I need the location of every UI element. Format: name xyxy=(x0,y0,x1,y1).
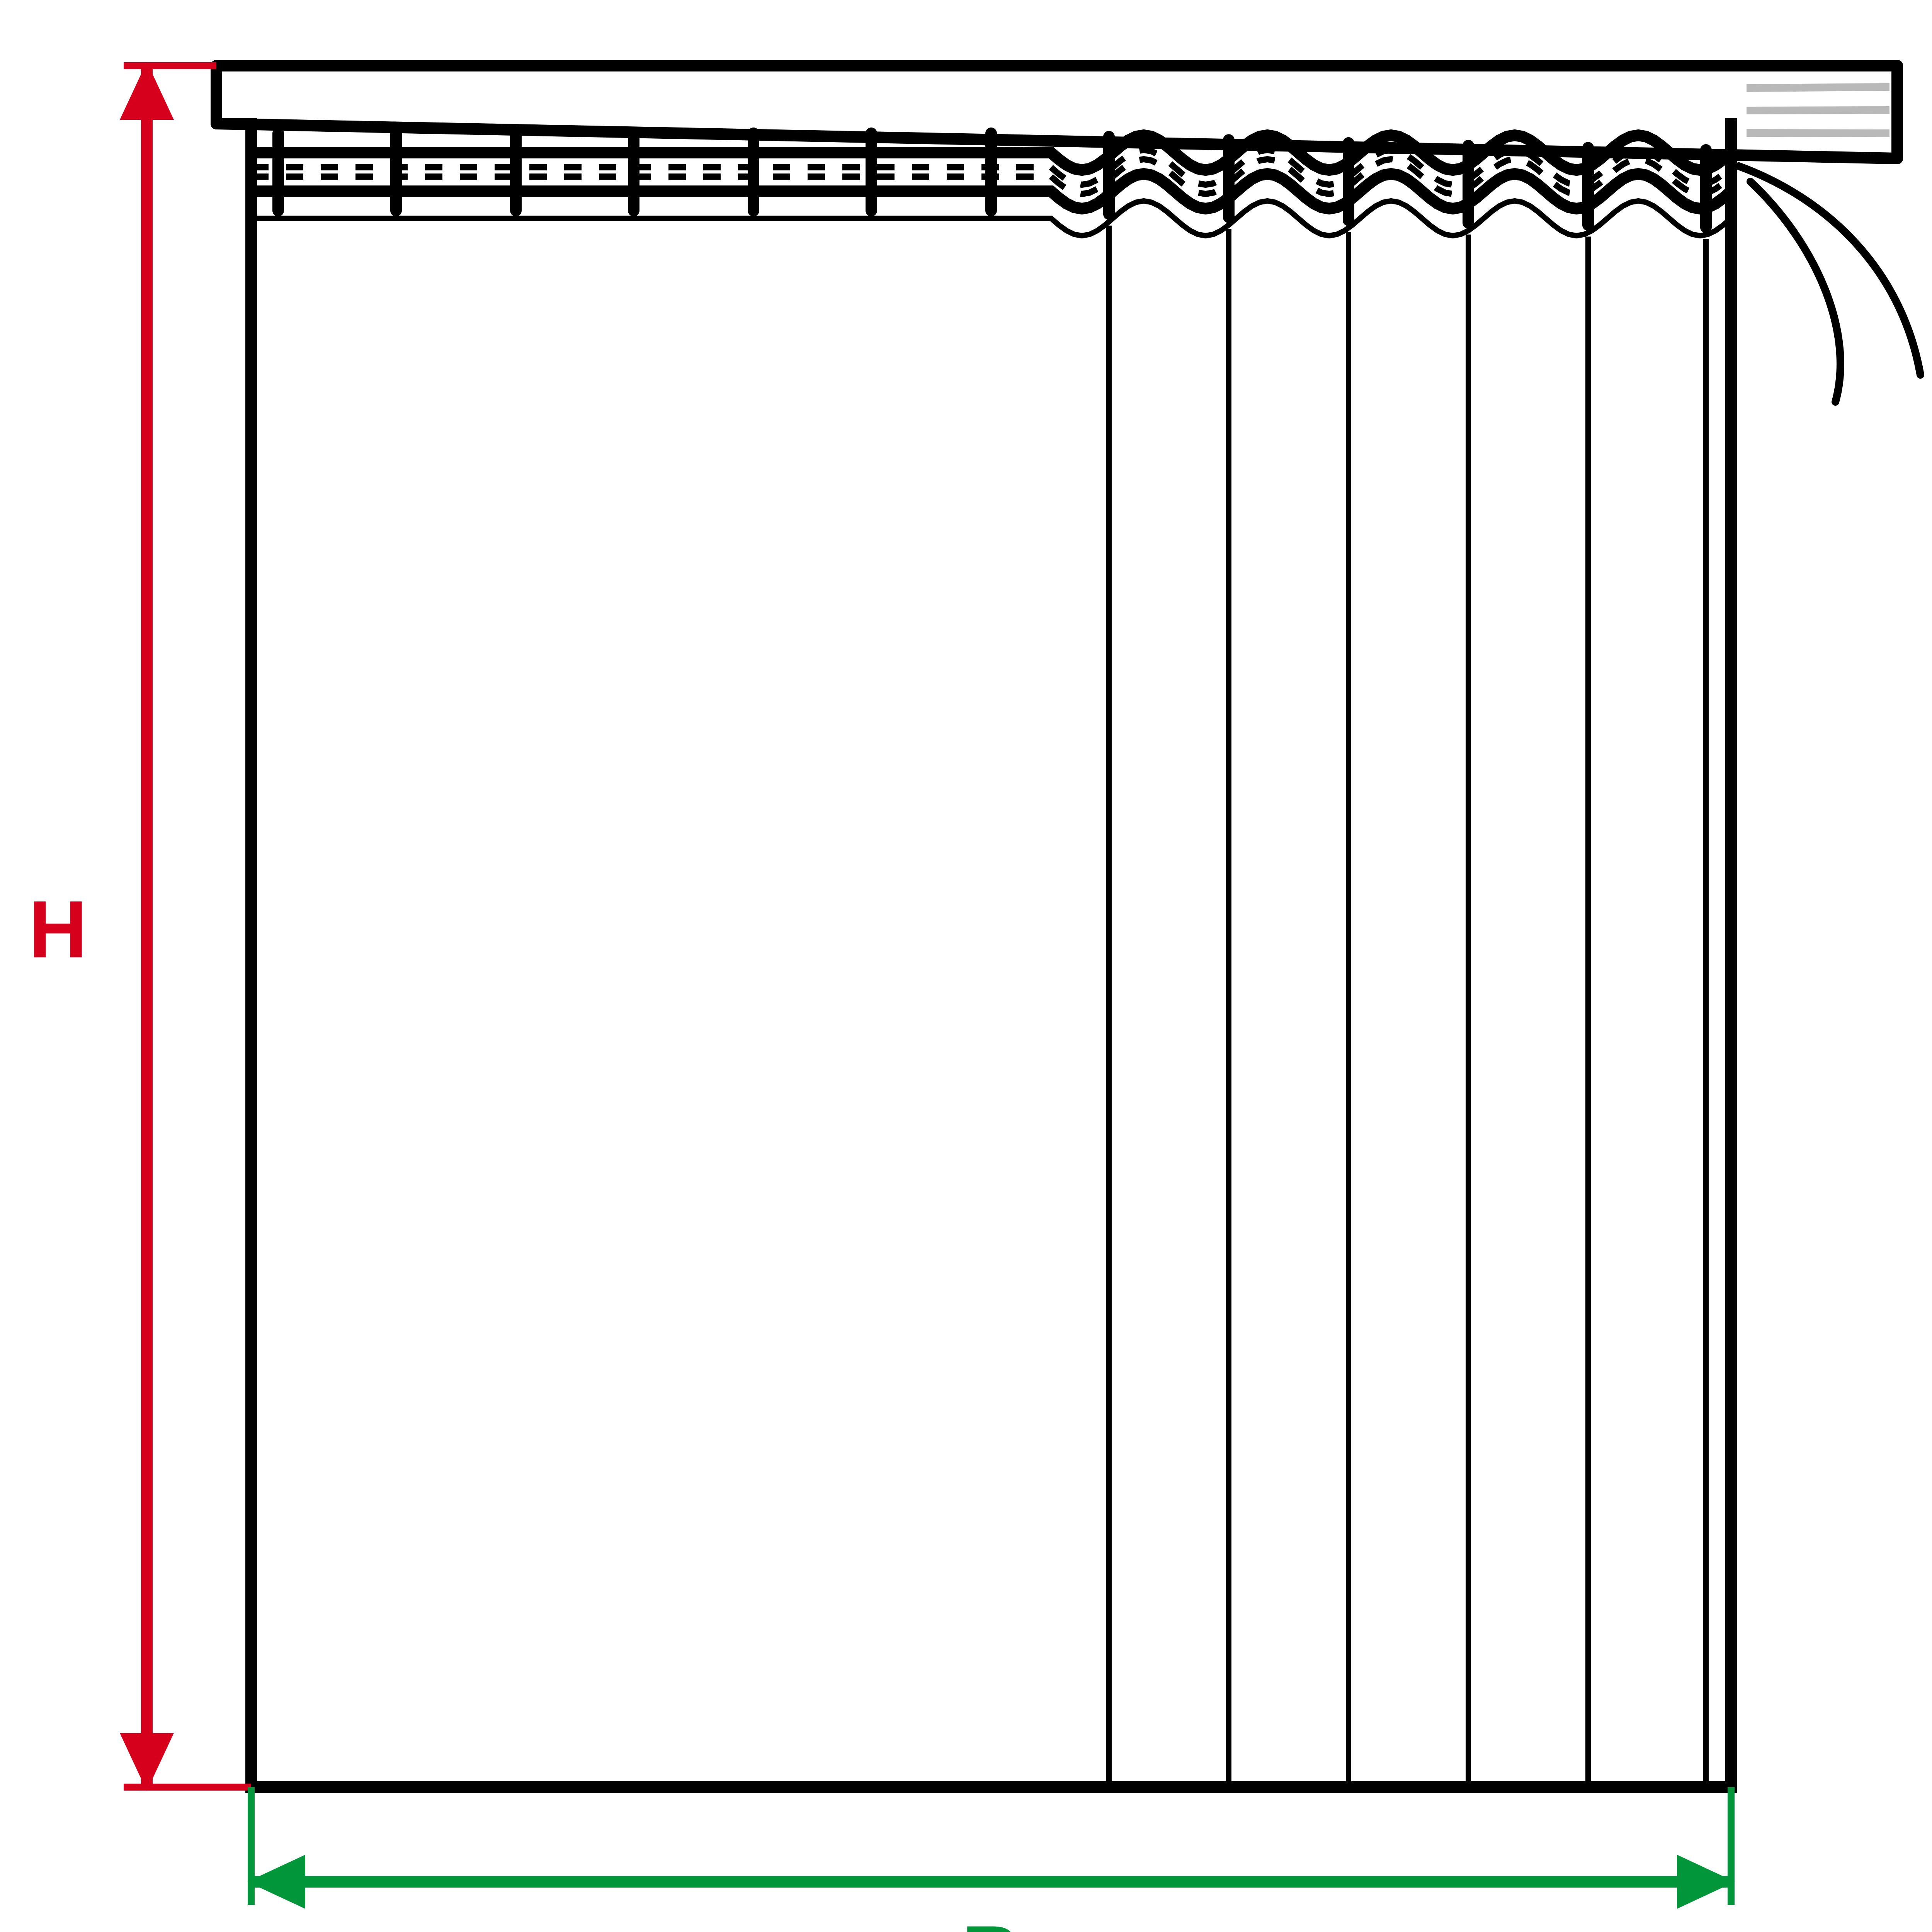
diagram-container: HB xyxy=(0,0,1932,1932)
width-dimension-label: B xyxy=(962,1909,1020,1932)
height-dimension-label: H xyxy=(29,884,87,975)
curtain-diagram: HB xyxy=(0,0,1932,1932)
